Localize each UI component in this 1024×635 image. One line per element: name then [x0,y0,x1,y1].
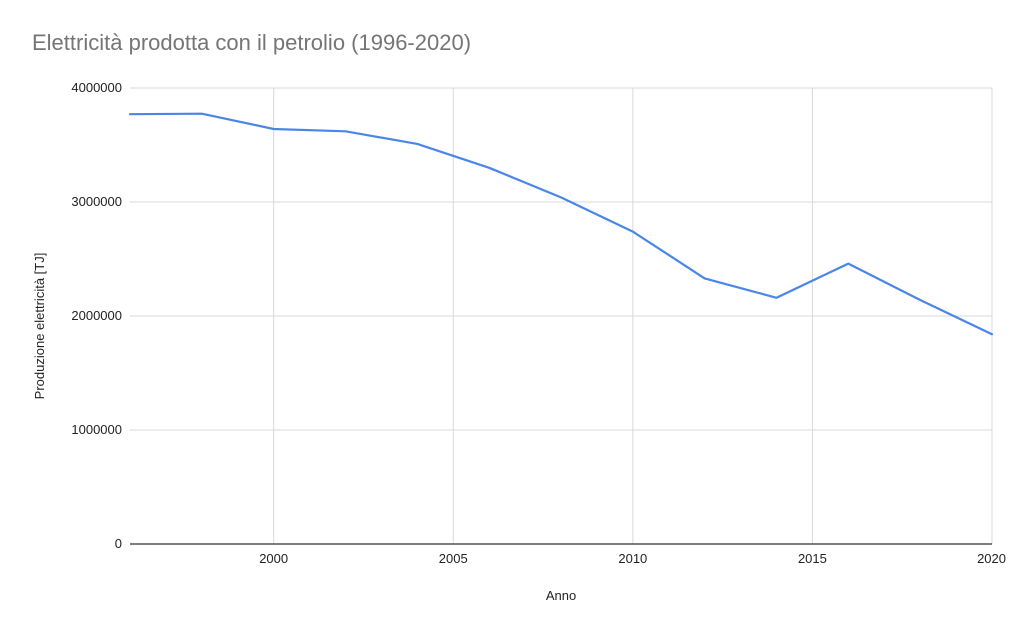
y-axis-ticks: 0 1000000 2000000 3000000 4000000 [71,80,122,551]
x-tick-label: 2010 [618,551,647,566]
x-tick-label: 2000 [259,551,288,566]
x-tick-label: 2005 [439,551,468,566]
y-axis-label: Produzione elettricità [TJ] [32,253,47,400]
y-tick-label: 0 [115,536,122,551]
grid [130,87,993,544]
y-tick-label: 4000000 [71,80,122,95]
y-tick-label: 3000000 [71,194,122,209]
y-tick-label: 2000000 [71,308,122,323]
x-axis-ticks: 2000 2005 2010 2015 2020 [259,551,1006,566]
series-layer [128,112,994,336]
y-tick-label: 1000000 [71,422,122,437]
x-tick-label: 2015 [798,551,827,566]
x-axis-label: Anno [546,588,576,603]
series-line [128,112,994,336]
chart-title: Elettricità prodotta con il petrolio (19… [32,30,472,55]
x-tick-label: 2020 [977,551,1006,566]
